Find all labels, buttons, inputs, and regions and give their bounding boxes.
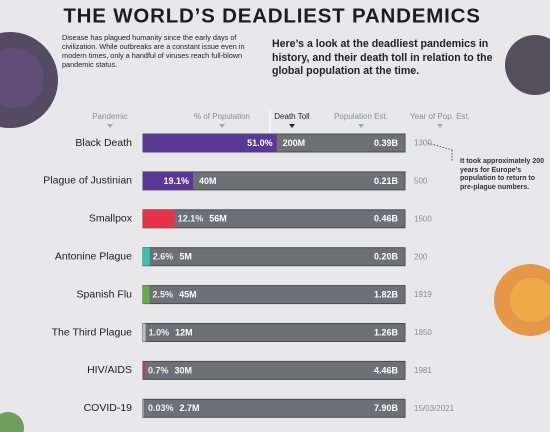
sort-indicator	[358, 124, 364, 128]
death-toll-label: 56M	[209, 214, 227, 224]
row-label: Black Death	[75, 137, 132, 149]
year-label: 1300	[414, 139, 432, 148]
death-toll-label: 5M	[179, 252, 192, 262]
row-label: Smallpox	[89, 213, 133, 225]
sort-indicator	[219, 124, 225, 128]
population-label: 0.21B	[374, 176, 399, 186]
bar	[143, 285, 150, 304]
percent-label: 19.1%	[164, 176, 190, 186]
percent-label: 2.5%	[153, 289, 174, 299]
bar	[143, 361, 145, 380]
column-header: Year of Pop. Est.	[410, 112, 470, 121]
bar	[143, 399, 144, 418]
intro-text: Disease has plagued humanity since the e…	[62, 33, 245, 69]
row-label: COVID-19	[84, 402, 133, 414]
subtitle: Here’s a look at the deadliest pandemics…	[272, 38, 493, 77]
population-label: 1.82B	[374, 289, 399, 299]
percent-label: 12.1%	[178, 214, 204, 224]
population-label: 1.26B	[374, 327, 399, 337]
year-label: 1919	[414, 290, 432, 299]
percent-label: 1.0%	[149, 327, 170, 337]
year-label: 500	[414, 177, 428, 186]
death-toll-label: 40M	[199, 176, 217, 186]
death-toll-label: 2.7M	[180, 403, 200, 413]
row-label: Spanish Flu	[77, 288, 133, 300]
bar	[143, 171, 194, 190]
death-toll-label: 45M	[179, 289, 197, 299]
population-label: 7.90B	[374, 403, 399, 413]
bar	[143, 134, 277, 152]
row-label: The Third Plague	[52, 326, 133, 338]
sort-indicator	[107, 124, 113, 128]
column-header: Population Est.	[334, 112, 388, 121]
population-label: 4.46B	[374, 365, 399, 375]
sort-indicator	[437, 124, 443, 128]
column-header: % of Population	[194, 112, 250, 121]
row-label: Antonine Plague	[55, 250, 132, 262]
annotation: It took approximately 200 years for Euro…	[460, 158, 545, 191]
year-label: 1850	[414, 328, 432, 337]
bar	[143, 209, 175, 228]
percent-label: 0.03%	[148, 403, 174, 413]
bar	[143, 323, 146, 342]
year-label: 1981	[414, 366, 432, 375]
population-label: 0.20B	[374, 252, 399, 262]
percent-label: 0.7%	[148, 365, 169, 375]
column-header: Death Toll	[274, 112, 310, 121]
decoration	[0, 48, 44, 108]
year-label: 15/03/2021	[414, 404, 455, 413]
sort-indicator	[289, 124, 295, 128]
column-header: Pandemic	[92, 112, 128, 121]
death-toll-label: 30M	[175, 365, 193, 375]
year-label: 1500	[414, 214, 432, 223]
decoration	[510, 278, 550, 322]
row-label: Plague of Justinian	[43, 175, 132, 187]
annotation-arrow	[427, 142, 453, 151]
row-label: HIV/AIDS	[87, 364, 132, 376]
death-toll-label: 200M	[283, 138, 306, 148]
population-label: 0.39B	[374, 138, 399, 148]
percent-label: 51.0%	[247, 138, 273, 148]
chart-title: THE WORLD’S DEADLIEST PANDEMICS	[63, 4, 480, 27]
percent-label: 2.6%	[153, 252, 174, 262]
decoration	[0, 412, 24, 432]
death-toll-label: 12M	[175, 327, 193, 337]
population-label: 0.46B	[374, 214, 399, 224]
decoration	[505, 35, 550, 95]
year-label: 200	[414, 252, 428, 261]
bar	[143, 247, 150, 266]
